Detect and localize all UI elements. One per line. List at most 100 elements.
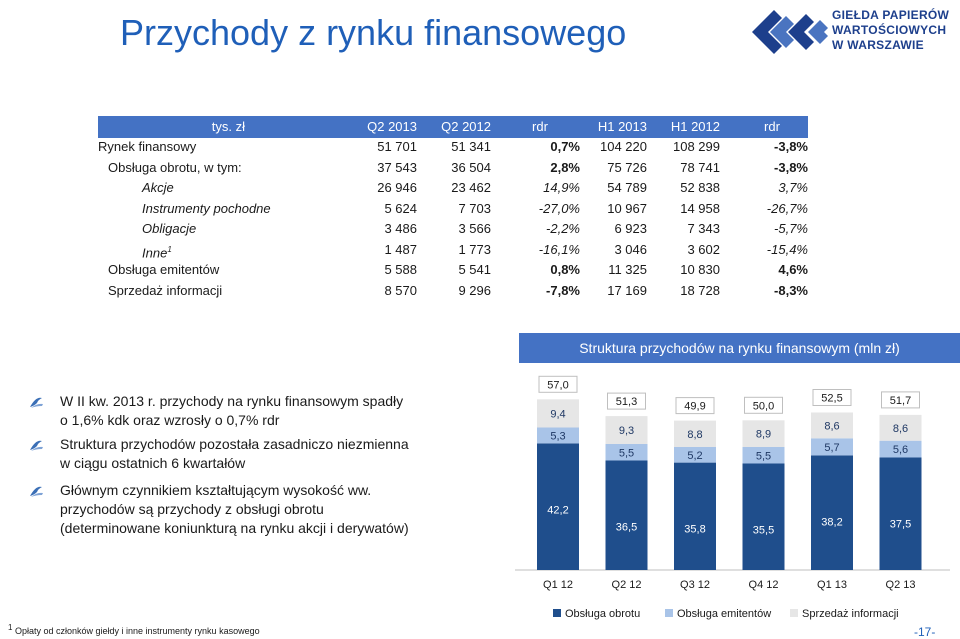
table-row-label: Obsługa emitentów — [108, 262, 220, 277]
footnote-marker: 1 — [8, 623, 13, 632]
bullet-text: przychodów są przychody z obsługi obrotu — [60, 501, 324, 517]
bar-segment — [674, 447, 716, 463]
table-cell-rdr-q: -27,0% — [538, 200, 580, 216]
table-cell-q2-2012: 23 462 — [451, 180, 491, 195]
table-header-bar — [98, 116, 808, 138]
total-label-box — [881, 391, 920, 409]
table-cell-h1-2013: 6 923 — [614, 221, 647, 236]
table-cell-rdr-h: -3,8% — [774, 159, 808, 175]
table-cell-h1-2012: 18 728 — [680, 282, 720, 298]
bar-segment — [811, 412, 853, 439]
table-cell-q2-2013: 1 487 — [384, 241, 417, 257]
data-label: 35,5 — [753, 525, 774, 537]
table-cell-rdr-q: -7,8% — [546, 282, 580, 298]
bar-segment — [742, 420, 785, 447]
legend-swatch — [665, 609, 673, 617]
data-label: 9,3 — [619, 425, 634, 437]
legend-entry: Sprzedaż informacji — [802, 608, 899, 620]
page-number: -17- — [914, 625, 936, 639]
table-cell-q2-2013: 5 624 — [384, 200, 417, 216]
table-cell-h1-2013: 54 789 — [607, 180, 647, 195]
logo-line-1: GIEŁDA PAPIERÓW — [832, 8, 950, 22]
bullet-text: Głównym czynnikiem kształtującym wysokoś… — [60, 482, 372, 498]
data-label: 38,2 — [821, 516, 842, 528]
table-header-h1-2012: H1 2012 — [670, 119, 720, 134]
total-label-box — [538, 375, 578, 393]
legend-swatch — [790, 609, 798, 617]
table-cell-rdr-q: 2,8% — [550, 159, 580, 175]
bar-segment — [811, 455, 853, 570]
table-cell-h1-2012: 52 838 — [680, 180, 720, 195]
table-row-label: Sprzedaż informacji — [108, 282, 223, 298]
table-cell-q2-2012: 9 296 — [458, 282, 491, 298]
data-label: 8,8 — [687, 429, 702, 441]
table-cell-rdr-q: -2,2% — [546, 221, 580, 236]
chart-title: Struktura przychodów na rynku finansowym… — [519, 333, 960, 363]
bar-segment — [537, 443, 579, 570]
data-label: 5,3 — [550, 430, 565, 442]
bar-segment — [742, 463, 785, 570]
table-cell-rdr-h: 4,6% — [778, 262, 808, 277]
data-label: 42,2 — [547, 504, 568, 516]
revenue-structure-chart: 42,2 5,3 9,4 57,0 Q1 12 36,5 5,5 9,3 51,3 Q2 12 35… — [515, 375, 950, 620]
legend-entry: Obsługa emitentów — [677, 608, 771, 620]
table-cell-h1-2013: 11 325 — [608, 262, 647, 277]
table-row-label: Instrumenty pochodne — [142, 200, 271, 216]
table-header-rdr-q: rdr — [532, 119, 548, 134]
bar-segment — [879, 457, 922, 570]
table-row-label: Inne1 — [142, 244, 172, 260]
table-cell-q2-2012: 51 341 — [451, 139, 491, 154]
table-cell-rdr-h: 3,7% — [778, 180, 808, 195]
table-cell-rdr-h: -5,7% — [774, 221, 808, 236]
footnote-text: Opłaty od członków giełdy i inne instrum… — [14, 626, 260, 636]
category-tick-label: Q2 13 — [886, 579, 916, 591]
data-label: 36,5 — [616, 522, 637, 534]
legend-swatch — [553, 609, 561, 617]
data-label: 8,6 — [824, 420, 839, 432]
bar-segment — [742, 447, 785, 464]
data-label: 5,5 — [619, 447, 634, 459]
table-cell-rdr-h: -8,3% — [774, 282, 808, 298]
table-header-q2-2012: Q2 2012 — [441, 119, 491, 134]
data-label: 5,5 — [756, 450, 771, 462]
table-header-rdr-h: rdr — [764, 119, 780, 134]
table-cell-rdr-q: -16,1% — [538, 241, 580, 257]
bullet-text: o 1,6% kdk oraz wzrosły o 0,7% rdr — [60, 412, 280, 428]
bar-segment — [674, 462, 716, 570]
legend-entry: Obsługa obrotu — [565, 608, 640, 620]
table-header-unit: tys. zł — [211, 119, 245, 134]
total-label: 51,3 — [616, 396, 637, 408]
table-cell-rdr-h: -26,7% — [766, 200, 808, 216]
data-label: 8,9 — [756, 429, 771, 441]
table-row-label: Obligacje — [142, 221, 197, 236]
table-row-label: Akcje — [142, 180, 174, 195]
category-tick-label: Q1 12 — [543, 579, 573, 591]
table-cell-q2-2013: 5 588 — [384, 262, 417, 277]
bar-segment — [605, 444, 648, 461]
bullet-icon — [30, 486, 43, 497]
data-label: 9,4 — [550, 408, 565, 420]
table-cell-q2-2012: 5 541 — [458, 262, 491, 277]
bullet-icon — [30, 397, 43, 408]
table-cell-q2-2012: 1 773 — [458, 241, 491, 257]
data-label: 35,8 — [684, 524, 705, 536]
bar-segment — [674, 420, 716, 447]
table-cell-rdr-q: 0,7% — [550, 139, 580, 154]
data-label: 8,6 — [893, 423, 908, 435]
page-title: Przychody z rynku finansowego — [120, 12, 627, 53]
category-tick-label: Q4 12 — [749, 579, 779, 591]
table-cell-rdr-q: 14,9% — [543, 180, 580, 195]
data-label: 37,5 — [890, 519, 911, 531]
table-header-h1-2013: H1 2013 — [597, 119, 647, 134]
total-label-box — [607, 392, 646, 410]
total-label-box — [744, 396, 783, 414]
bullet-text: (determinowane koniunkturą na rynku akcj… — [60, 520, 409, 536]
bar-segment — [605, 416, 648, 444]
total-label-box — [675, 397, 715, 415]
table-cell-rdr-q: 0,8% — [550, 262, 580, 277]
logo-text: GIEŁDA PAPIERÓW WARTOŚCIOWYCH W WARSZAWI… — [832, 8, 949, 53]
category-tick-label: Q1 13 — [817, 579, 847, 591]
logo-line-3: W WARSZAWIE — [832, 38, 924, 52]
bullet-text: w ciągu ostatnich 6 kwartałów — [60, 455, 246, 471]
table-cell-h1-2012: 14 958 — [680, 200, 720, 216]
